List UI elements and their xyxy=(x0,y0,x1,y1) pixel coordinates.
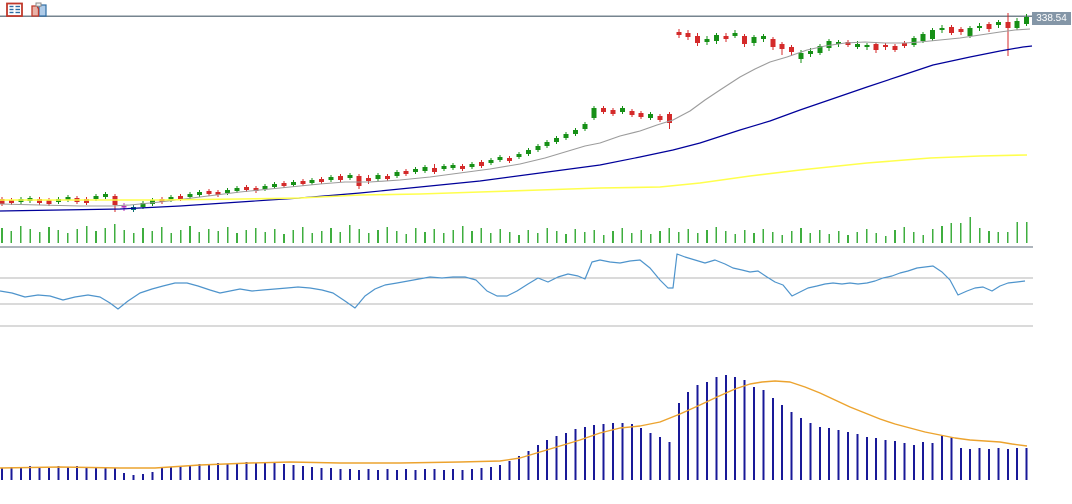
chart-template-icon[interactable] xyxy=(30,2,48,18)
toolbar xyxy=(6,2,48,20)
quote-list-icon[interactable] xyxy=(6,2,24,18)
last-price-badge: 338.54 xyxy=(1032,12,1071,25)
